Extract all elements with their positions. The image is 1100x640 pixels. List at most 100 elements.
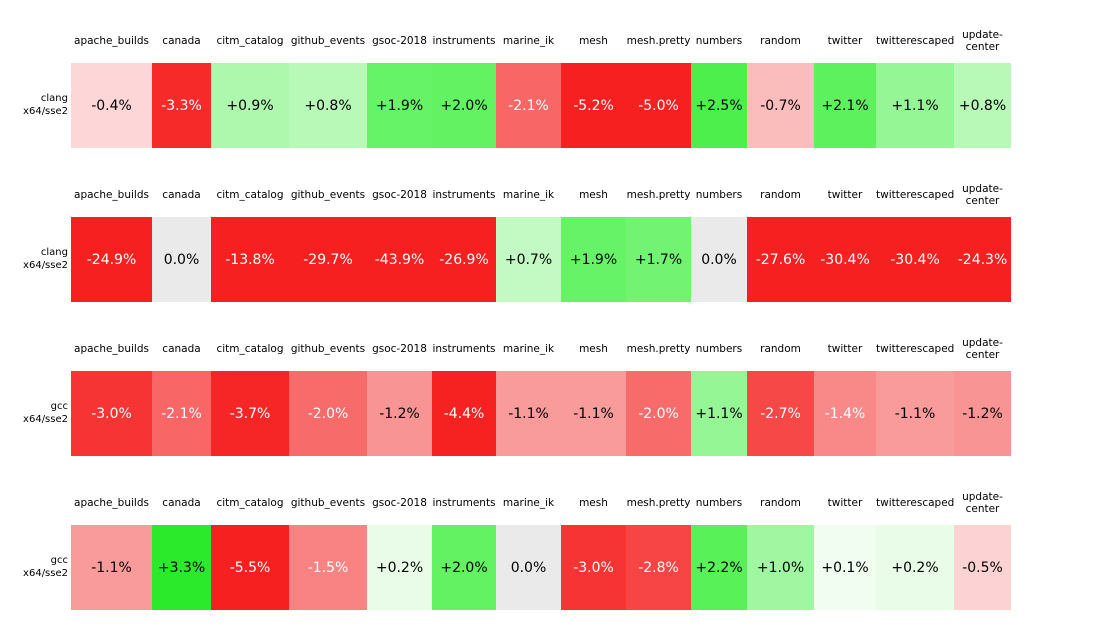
column-header-marine_ik: marine_ik bbox=[502, 35, 555, 47]
heatmap-cell-citm_catalog: -3.7% bbox=[211, 371, 289, 456]
heatmap-cell-mesh: -1.1% bbox=[561, 371, 626, 456]
heatmap-cell-instruments: +2.0% bbox=[432, 525, 496, 610]
column-header-numbers: numbers bbox=[695, 189, 743, 201]
heatmap-cell-row: -3.0% -2.1% -3.7% -2.0% -1.2% -4.4% -1.1% -1.1%… bbox=[71, 371, 1011, 456]
column-header-row: apache_builds canada citm_catalog github_ev… bbox=[71, 20, 1011, 62]
heatmap-cell-instruments: -4.4% bbox=[432, 371, 496, 456]
column-header-gsoc-2018: gsoc-2018 bbox=[372, 35, 427, 47]
column-header-github_events: github_events bbox=[290, 497, 366, 509]
column-header-random: random bbox=[760, 343, 801, 355]
column-header-mesh.pretty: mesh.pretty bbox=[626, 343, 691, 355]
heatmap-cell-marine_ik: -1.1% bbox=[496, 371, 561, 456]
row-label-line: clang bbox=[40, 247, 68, 258]
heatmap-cell-marine_ik: 0.0% bbox=[496, 525, 561, 610]
heatmap-cell-instruments: +2.0% bbox=[432, 63, 496, 148]
heatmap-cell-update-center: -1.2% bbox=[954, 371, 1011, 456]
column-header-twitterescaped: twitterescaped bbox=[876, 497, 955, 509]
heatmap-cell-canada: 0.0% bbox=[152, 217, 211, 302]
row-label-line: gcc bbox=[50, 555, 68, 566]
heatmap-cell-gsoc-2018: -43.9% bbox=[367, 217, 432, 302]
column-header-mesh: mesh bbox=[579, 35, 608, 47]
heatmap-cell-github_events: +0.8% bbox=[289, 63, 367, 148]
heatmap-cell-marine_ik: +0.7% bbox=[496, 217, 561, 302]
heatmap-cell-mesh: -5.2% bbox=[561, 63, 626, 148]
heatmap-cell-twitter: +2.1% bbox=[814, 63, 876, 148]
heatmap-cell-twitterescaped: +1.1% bbox=[876, 63, 954, 148]
heatmap-cell-mesh.pretty: -5.0% bbox=[626, 63, 691, 148]
column-header-row: apache_builds canada citm_catalog github_ev… bbox=[71, 482, 1011, 524]
heatmap-cell-canada: -3.3% bbox=[152, 63, 211, 148]
heatmap-cell-twitter: -1.4% bbox=[814, 371, 876, 456]
column-header-marine_ik: marine_ik bbox=[502, 189, 555, 201]
column-header-mesh: mesh bbox=[579, 343, 608, 355]
heatmap-cell-update-center: -24.3% bbox=[954, 217, 1011, 302]
heatmap-cell-instruments: -26.9% bbox=[432, 217, 496, 302]
column-header-numbers: numbers bbox=[695, 35, 743, 47]
heatmap-cell-numbers: +2.5% bbox=[691, 63, 747, 148]
column-header-citm_catalog: citm_catalog bbox=[216, 497, 284, 509]
heatmap-cell-marine_ik: -2.1% bbox=[496, 63, 561, 148]
heatmap-cell-row: -0.4% -3.3% +0.9% +0.8% +1.9% +2.0% -2.1% -5.2%… bbox=[71, 63, 1011, 148]
column-header-canada: canada bbox=[162, 189, 201, 201]
column-header-twitter: twitter bbox=[827, 35, 863, 47]
heatmap-cell-canada: +3.3% bbox=[152, 525, 211, 610]
heatmap-cell-apache_builds: -24.9% bbox=[71, 217, 152, 302]
column-header-random: random bbox=[760, 189, 801, 201]
row-label: clang x64/sse2 bbox=[23, 246, 68, 272]
heatmap-cell-update-center: -0.5% bbox=[954, 525, 1011, 610]
column-header-update-center: update-center bbox=[962, 29, 1003, 53]
row-label-line: x64/sse2 bbox=[23, 568, 68, 579]
heatmap-cell-apache_builds: -3.0% bbox=[71, 371, 152, 456]
heatmap-cell-apache_builds: -1.1% bbox=[71, 525, 152, 610]
column-header-row: apache_builds canada citm_catalog github_ev… bbox=[71, 174, 1011, 216]
column-header-mesh.pretty: mesh.pretty bbox=[626, 35, 691, 47]
column-header-apache_builds: apache_builds bbox=[74, 189, 149, 201]
column-header-twitterescaped: twitterescaped bbox=[876, 35, 955, 47]
heatmap-cell-mesh: -3.0% bbox=[561, 525, 626, 610]
heatmap-cell-random: +1.0% bbox=[747, 525, 814, 610]
column-header-gsoc-2018: gsoc-2018 bbox=[372, 189, 427, 201]
heatmap-cell-mesh.pretty: -2.0% bbox=[626, 371, 691, 456]
heatmap-strip-clang-1: clang x64/sse2 apache_builds canada citm_ca… bbox=[23, 20, 1011, 148]
column-header-citm_catalog: citm_catalog bbox=[216, 189, 284, 201]
heatmap-cell-mesh.pretty: -2.8% bbox=[626, 525, 691, 610]
column-header-twitter: twitter bbox=[827, 189, 863, 201]
column-header-canada: canada bbox=[162, 35, 201, 47]
heatmap-cell-twitterescaped: -30.4% bbox=[876, 217, 954, 302]
column-header-numbers: numbers bbox=[695, 497, 743, 509]
column-header-twitterescaped: twitterescaped bbox=[876, 343, 955, 355]
heatmap-cell-row: -1.1% +3.3% -5.5% -1.5% +0.2% +2.0% 0.0% -3.0% -… bbox=[71, 525, 1011, 610]
heatmap-cell-twitter: -30.4% bbox=[814, 217, 876, 302]
column-header-citm_catalog: citm_catalog bbox=[216, 343, 284, 355]
column-header-numbers: numbers bbox=[695, 343, 743, 355]
column-header-update-center: update-center bbox=[962, 183, 1003, 207]
heatmap-cell-random: -27.6% bbox=[747, 217, 814, 302]
column-header-instruments: instruments bbox=[432, 497, 496, 509]
heatmap-cell-twitterescaped: +0.2% bbox=[876, 525, 954, 610]
heatmap-cell-apache_builds: -0.4% bbox=[71, 63, 152, 148]
column-header-mesh.pretty: mesh.pretty bbox=[626, 189, 691, 201]
column-header-marine_ik: marine_ik bbox=[502, 343, 555, 355]
heatmap-cell-gsoc-2018: +1.9% bbox=[367, 63, 432, 148]
heatmap-cell-numbers: +2.2% bbox=[691, 525, 747, 610]
column-header-apache_builds: apache_builds bbox=[74, 35, 149, 47]
row-label-line: x64/sse2 bbox=[23, 106, 68, 117]
column-header-mesh: mesh bbox=[579, 497, 608, 509]
column-header-github_events: github_events bbox=[290, 35, 366, 47]
heatmap-cell-canada: -2.1% bbox=[152, 371, 211, 456]
heatmap-strip-clang-2: clang x64/sse2 apache_builds canada citm_ca… bbox=[23, 174, 1011, 302]
column-header-apache_builds: apache_builds bbox=[74, 343, 149, 355]
heatmap-cell-row: -24.9% 0.0% -13.8% -29.7% -43.9% -26.9% +0.7% +… bbox=[71, 217, 1011, 302]
heatmap-cell-twitterescaped: -1.1% bbox=[876, 371, 954, 456]
heatmap-cell-github_events: -29.7% bbox=[289, 217, 367, 302]
row-label-line: clang bbox=[40, 93, 68, 104]
heatmap-strip-gcc-1: gcc x64/sse2 apache_builds canada citm_cata… bbox=[23, 328, 1011, 456]
row-label-line: x64/sse2 bbox=[23, 414, 68, 425]
heatmap-cell-numbers: 0.0% bbox=[691, 217, 747, 302]
column-header-twitterescaped: twitterescaped bbox=[876, 189, 955, 201]
heatmap-cell-mesh: +1.9% bbox=[561, 217, 626, 302]
heatmap-cell-github_events: -1.5% bbox=[289, 525, 367, 610]
heatmap-cell-twitter: +0.1% bbox=[814, 525, 876, 610]
column-header-canada: canada bbox=[162, 343, 201, 355]
heatmap-cell-citm_catalog: -13.8% bbox=[211, 217, 289, 302]
